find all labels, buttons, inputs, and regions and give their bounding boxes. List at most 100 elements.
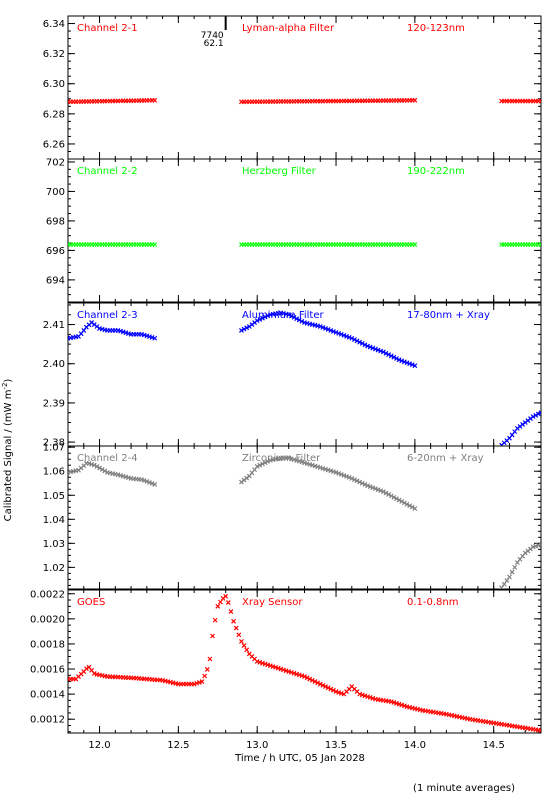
y-tick-label: 2.40 — [43, 359, 65, 370]
y-axis-title-superscript: -2 — [1, 383, 9, 390]
data-point — [102, 468, 108, 474]
y-tick-label: 0.0020 — [30, 614, 65, 625]
data-point — [501, 581, 507, 587]
data-point — [325, 327, 331, 332]
panel-label: Zirconium Filter — [242, 453, 321, 464]
data-point — [320, 325, 326, 330]
y-tick-label: 0.0012 — [30, 715, 65, 726]
data-point — [346, 334, 352, 340]
data-point — [241, 326, 247, 332]
panel-label: Aluminium Filter — [242, 310, 325, 321]
data-point — [260, 315, 265, 321]
data-point — [504, 578, 510, 584]
data-point — [354, 478, 360, 484]
data-point — [260, 461, 265, 467]
data-point — [344, 333, 349, 339]
data-point — [236, 632, 242, 638]
data-point — [399, 499, 405, 504]
data-point — [359, 480, 365, 486]
data-point — [341, 473, 347, 478]
panel-label: 6-20nm + Xray — [407, 453, 484, 464]
data-point — [404, 501, 410, 507]
data-point — [325, 685, 331, 691]
data-point — [204, 667, 210, 672]
data-point — [302, 674, 307, 679]
y-tick-label: 696 — [46, 246, 65, 257]
data-point — [333, 329, 339, 335]
data-point — [320, 682, 326, 688]
data-point — [394, 356, 399, 361]
x-axis: 12.0 12.5 13.0 13.5 14.0 14.5 — [88, 740, 504, 751]
data-point — [99, 467, 105, 472]
data-point — [380, 489, 386, 495]
y-tick-label: 0.0016 — [30, 665, 65, 676]
data-point — [349, 476, 355, 481]
y-tick-label: 1.03 — [43, 539, 65, 550]
data-point — [141, 478, 147, 483]
data-point — [386, 492, 392, 497]
data-point — [370, 485, 376, 491]
data-point — [365, 343, 370, 349]
data-point — [241, 643, 247, 649]
panel-4: 1.02 1.03 1.04 1.05 1.06 1.07 Channel 2-4 Zirco… — [43, 443, 542, 590]
panel-frame — [67, 445, 542, 590]
data-point — [97, 465, 102, 471]
data-point — [530, 414, 536, 420]
data-point — [375, 347, 381, 353]
data-point — [373, 346, 378, 352]
y-tick-label: 0.0018 — [30, 639, 65, 650]
y-tick-label: 694 — [46, 275, 65, 286]
data-point — [199, 679, 205, 684]
data-point — [315, 680, 321, 686]
data-point — [499, 585, 505, 589]
data-point — [346, 475, 352, 480]
panel-label: 190-222nm — [407, 166, 465, 177]
panel-label: Channel 2-1 — [77, 23, 138, 34]
time-marker-label-2: 62.1 — [204, 39, 224, 49]
y-tick-label: 1.02 — [43, 563, 65, 574]
data-point — [296, 317, 302, 323]
data-point — [378, 488, 384, 494]
data-point — [286, 312, 292, 318]
data-point — [307, 676, 313, 682]
data-point — [333, 470, 339, 475]
data-point — [330, 328, 336, 334]
y-tick-label: 0.0014 — [30, 690, 65, 701]
data-point — [207, 656, 213, 662]
data-point — [239, 639, 244, 644]
data-point — [94, 464, 100, 469]
data-point — [152, 97, 158, 103]
panel-label: Channel 2-2 — [77, 166, 138, 177]
data-point — [386, 352, 392, 358]
data-point — [239, 328, 244, 333]
data-point — [507, 574, 512, 580]
panel-2: 694 696 698 700 702 Channel 2-2 Herzberg Filte… — [46, 157, 542, 303]
data-point — [535, 411, 541, 417]
data-point — [215, 603, 221, 609]
data-point — [262, 460, 268, 466]
data-point — [407, 503, 413, 509]
data-point — [394, 496, 399, 502]
data-point — [244, 647, 250, 653]
data-point — [323, 684, 328, 690]
footnote: (1 minute averages) — [413, 783, 515, 794]
y-tick-label: 0.0022 — [30, 589, 65, 600]
data-point — [409, 504, 415, 510]
data-point — [304, 675, 310, 681]
data-point — [288, 313, 294, 319]
x-tick-label: 12.5 — [167, 740, 189, 751]
data-point — [336, 330, 342, 336]
data-series — [68, 310, 541, 446]
data-point — [375, 487, 381, 493]
data-point — [412, 506, 418, 511]
data-point — [352, 337, 357, 342]
data-point — [401, 500, 407, 506]
data-point — [149, 481, 155, 486]
data-point — [538, 98, 541, 104]
panel-3: 2.38 2.39 2.40 2.41 Channel 2-3 Aluminium Fil… — [43, 302, 542, 449]
panel-label: 17-80nm + Xray — [407, 310, 490, 321]
x-tick-label: 14.0 — [404, 740, 426, 751]
data-point — [396, 497, 402, 503]
x-tick-label: 12.0 — [88, 740, 110, 751]
data-point — [244, 325, 250, 331]
